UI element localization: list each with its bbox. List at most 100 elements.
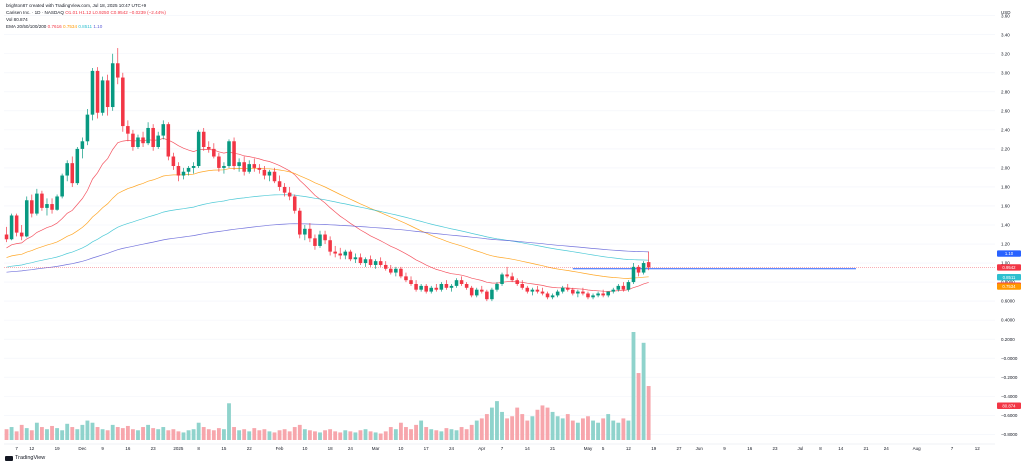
- symbol-ohlc-line: Carisen Inc. · 1D · NASDAQ O1.01 H1.12 L…: [6, 9, 166, 16]
- time-tick-label: 14: [525, 446, 531, 451]
- candle: [348, 249, 353, 262]
- candle: [95, 67, 100, 119]
- candle: [121, 72, 125, 132]
- candle: [459, 276, 464, 286]
- candle-body: [100, 80, 105, 113]
- candle-body: [115, 63, 120, 78]
- candle-body: [196, 131, 201, 167]
- volume-bar: [110, 424, 115, 440]
- candle: [257, 164, 262, 174]
- candle-body: [30, 200, 34, 214]
- candle-body: [373, 261, 378, 265]
- candle: [474, 287, 479, 298]
- candle: [520, 280, 525, 290]
- volume-bar: [171, 429, 176, 440]
- volume-bar: [550, 411, 555, 440]
- candle-body: [121, 77, 125, 127]
- candle: [277, 175, 282, 191]
- time-tick-label: 19: [55, 446, 61, 451]
- candle-body: [333, 251, 337, 254]
- candle-body: [389, 268, 393, 273]
- price-label-text: 0.7534: [1002, 284, 1016, 289]
- candle: [641, 261, 646, 275]
- candle: [50, 198, 54, 214]
- time-tick-label: 24: [449, 446, 455, 451]
- time-tick-label: May: [584, 446, 593, 451]
- volume-bar: [540, 405, 545, 440]
- volume-bar: [222, 429, 226, 440]
- candle-body: [146, 127, 150, 144]
- chart-header: brighton87 created with TradingView.com,…: [6, 2, 166, 30]
- candle: [560, 285, 565, 294]
- price-tick-label: −0.0000: [1001, 356, 1018, 361]
- volume-bar: [297, 424, 302, 440]
- volume-bar: [24, 428, 29, 440]
- price-tick-label: 3.40: [1001, 32, 1010, 37]
- volume-bar: [186, 430, 191, 440]
- candle: [530, 287, 535, 296]
- volume-bar: [282, 429, 287, 440]
- candle: [287, 186, 292, 201]
- ohlc-values: O1.01 H1.12 L0.9250 C0.9542 −0.0239 (−2.…: [65, 10, 166, 15]
- time-tick-label: 9: [723, 446, 726, 451]
- volume-bar: [181, 432, 186, 440]
- volume-bar: [515, 407, 520, 440]
- volume-line: Vol 80.874: [6, 16, 166, 23]
- candle: [581, 287, 585, 296]
- candle: [358, 253, 363, 265]
- candle: [207, 141, 211, 153]
- time-tick-label: 9: [101, 446, 104, 451]
- candle-body: [424, 285, 428, 292]
- price-tick-label: 2.20: [1001, 146, 1010, 151]
- volume-bar: [328, 429, 333, 440]
- tradingview-logo[interactable]: TradingView: [5, 455, 45, 461]
- candle-body: [581, 291, 585, 294]
- candle-body: [510, 276, 514, 281]
- candle-body: [272, 171, 277, 182]
- time-tick-label: 5: [602, 446, 605, 451]
- volume-bar: [176, 431, 181, 440]
- volume-bar: [19, 424, 24, 440]
- candle-body: [520, 283, 525, 288]
- candle: [434, 283, 439, 292]
- candle: [545, 291, 550, 300]
- candle-body: [485, 291, 489, 300]
- time-tick-label: Mar: [372, 446, 380, 451]
- volume-bar: [404, 427, 408, 440]
- candle: [409, 276, 413, 286]
- candle: [212, 143, 216, 159]
- candle-body: [257, 167, 262, 170]
- candle: [419, 283, 423, 292]
- volume-bar: [267, 431, 272, 440]
- price-label-text: 0.8511: [1003, 275, 1016, 280]
- volume-bar: [449, 429, 454, 440]
- candle-body: [641, 263, 646, 273]
- price-tick-label: 1.40: [1001, 223, 1010, 228]
- time-tick-label: 8: [819, 446, 822, 451]
- volume-bar: [393, 429, 398, 440]
- volume-bar: [378, 433, 383, 440]
- candle-body: [449, 285, 454, 288]
- time-tick-label: 12: [975, 446, 981, 451]
- candle: [4, 226, 9, 243]
- candle-body: [217, 156, 221, 168]
- candle: [591, 293, 595, 300]
- candle-body: [343, 251, 348, 256]
- volume-bar: [166, 430, 171, 440]
- candle: [616, 283, 621, 292]
- candle: [389, 264, 393, 275]
- ema-layer: [6, 138, 649, 292]
- volume-bar: [409, 429, 413, 440]
- candle: [136, 134, 140, 149]
- time-tick-label: 15: [221, 446, 227, 451]
- candle: [429, 285, 434, 294]
- candle-body: [277, 181, 282, 187]
- candle: [186, 166, 191, 176]
- volume-bar: [141, 427, 145, 440]
- candle-body: [555, 291, 560, 296]
- candle-body: [313, 238, 317, 246]
- candle: [601, 289, 605, 298]
